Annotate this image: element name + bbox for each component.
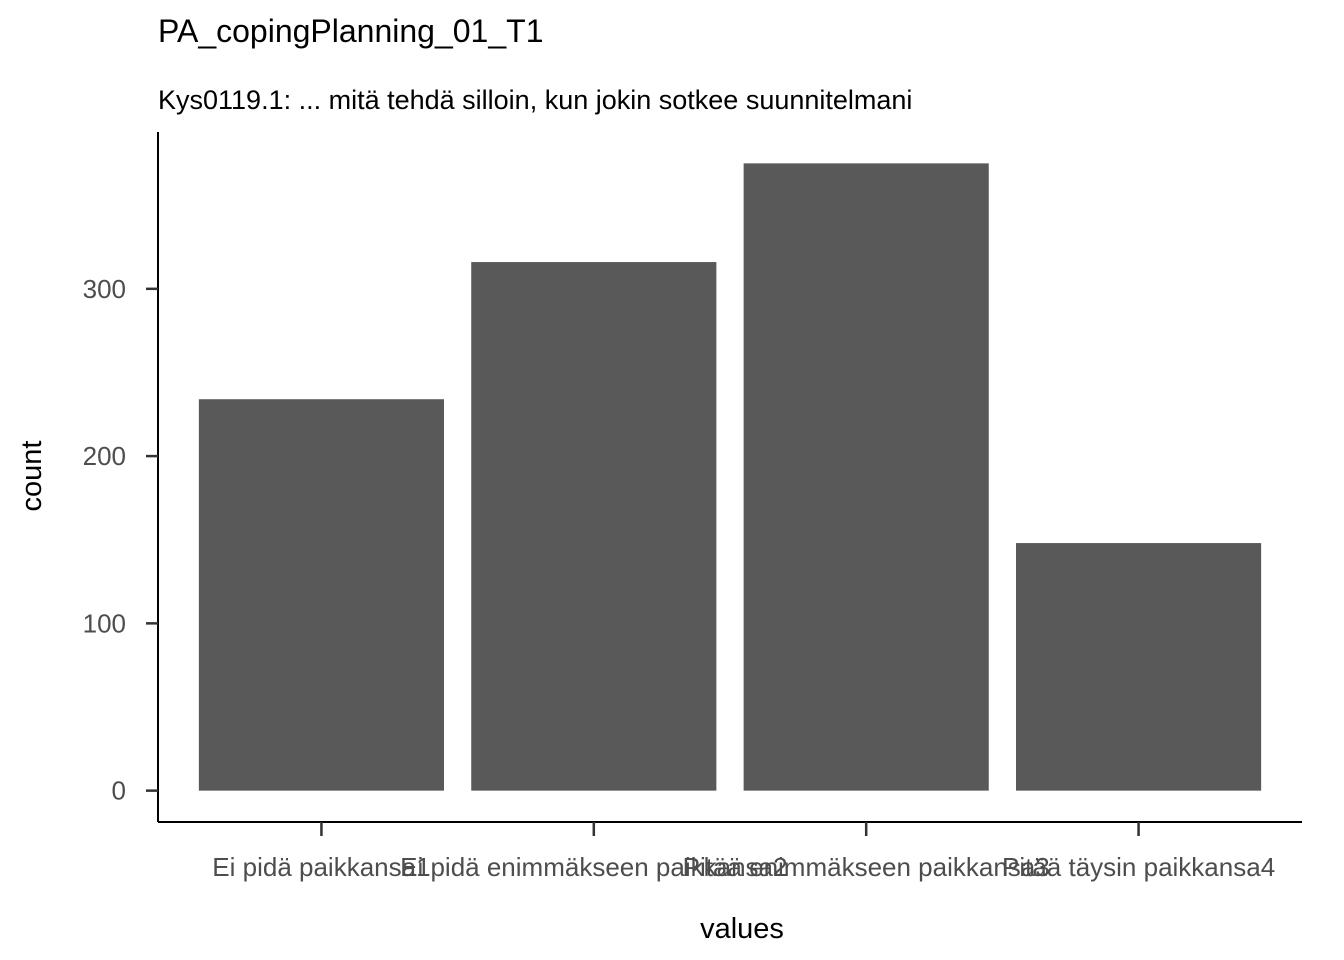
bar-2 [471, 262, 717, 791]
chart-title: PA_copingPlanning_01_T1 [158, 13, 543, 49]
y-tick-label: 0 [112, 776, 126, 806]
x-axis-title: values [700, 913, 784, 945]
bar-3 [743, 163, 989, 791]
x-tick-label: Ei pidä paikkansa1 [212, 852, 430, 882]
x-tick-label: Pitää täysin paikkansa4 [1002, 852, 1275, 882]
bars-group [198, 163, 1262, 791]
y-tick-label: 300 [83, 274, 126, 304]
y-axis: 0 100 200 300 [83, 132, 159, 822]
y-axis-title: count [16, 441, 48, 512]
bar-4 [1016, 543, 1262, 791]
bar-1 [198, 399, 444, 791]
x-tick-label: Ei pidä enimmäkseen paikkansa2 [400, 852, 787, 882]
y-tick-label: 200 [83, 441, 126, 471]
x-tick-label: Pitää enimmäkseen paikkansa3 [683, 852, 1050, 882]
chart-subtitle: Kys0119.1: ... mitä tehdä silloin, kun j… [158, 85, 912, 115]
y-tick-label: 100 [83, 608, 126, 638]
